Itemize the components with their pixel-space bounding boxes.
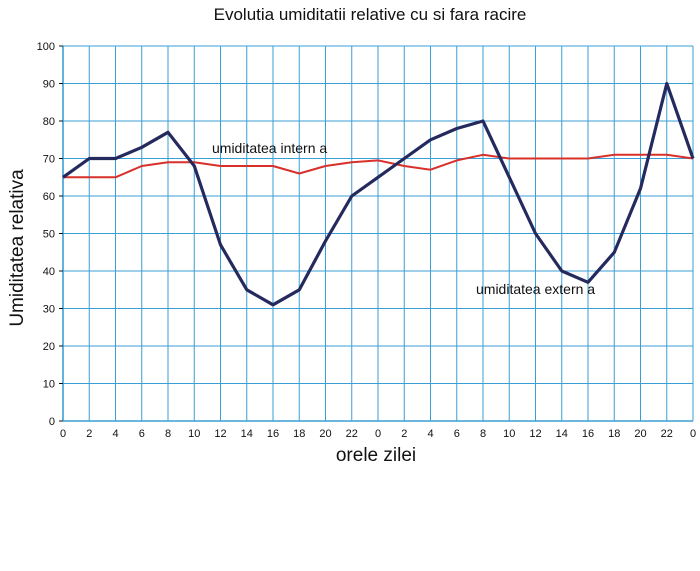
y-tick-label: 90 <box>43 79 55 91</box>
x-tick-label: 16 <box>582 428 594 440</box>
y-tick-label: 20 <box>43 341 55 353</box>
y-tick-labels: 0 10 20 30 40 50 60 70 80 90 100 <box>37 41 63 428</box>
x-tick-label: 12 <box>529 428 541 440</box>
x-tick-label: 0 <box>375 428 381 440</box>
y-tick-label: 0 <box>49 416 55 428</box>
x-tick-label: 22 <box>346 428 358 440</box>
x-tick-label: 20 <box>634 428 646 440</box>
x-tick-label: 10 <box>503 428 515 440</box>
y-tick-label: 10 <box>43 379 55 391</box>
x-tick-label: 22 <box>661 428 673 440</box>
x-tick-label: 4 <box>112 428 118 440</box>
x-tick-label: 8 <box>480 428 486 440</box>
x-tick-label: 6 <box>454 428 460 440</box>
series-line-external <box>62 81 695 307</box>
x-tick-label: 2 <box>86 428 92 440</box>
y-tick-label: 80 <box>43 116 55 128</box>
y-tick-label: 50 <box>43 229 55 241</box>
y-tick-label: 100 <box>37 41 55 53</box>
x-tick-label: 10 <box>188 428 200 440</box>
x-tick-label: 0 <box>690 428 696 440</box>
x-tick-label: 18 <box>608 428 620 440</box>
x-tick-label: 14 <box>241 428 253 440</box>
y-tick-label: 70 <box>43 154 55 166</box>
x-tick-label: 20 <box>319 428 331 440</box>
series-label-external: umiditatea extern a <box>476 281 595 297</box>
x-tick-label: 2 <box>401 428 407 440</box>
grid <box>62 45 694 422</box>
x-tick-labels: 0 2 4 6 8 10 12 14 16 18 20 22 0 2 4 6 8 10 12 14 16 18 20 22 0 <box>60 428 696 440</box>
x-tick-label: 0 <box>60 428 66 440</box>
x-tick-label: 6 <box>139 428 145 440</box>
series-lines <box>62 81 695 307</box>
y-tick-label: 60 <box>43 191 55 203</box>
x-tick-label: 16 <box>267 428 279 440</box>
x-axis-label: orele zilei <box>336 445 416 466</box>
x-tick-label: 4 <box>427 428 433 440</box>
series-line-internal <box>63 153 694 179</box>
series-label-internal: umiditatea intern a <box>212 140 327 156</box>
x-tick-label: 18 <box>293 428 305 440</box>
x-tick-label: 14 <box>556 428 568 440</box>
x-tick-label: 12 <box>214 428 226 440</box>
y-tick-label: 30 <box>43 304 55 316</box>
y-tick-label: 40 <box>43 266 55 278</box>
chart-title: Evolutia umiditatii relative cu si fara … <box>214 5 527 24</box>
x-tick-label: 8 <box>165 428 171 440</box>
y-axis-label: Umiditatea relativa <box>7 169 28 327</box>
